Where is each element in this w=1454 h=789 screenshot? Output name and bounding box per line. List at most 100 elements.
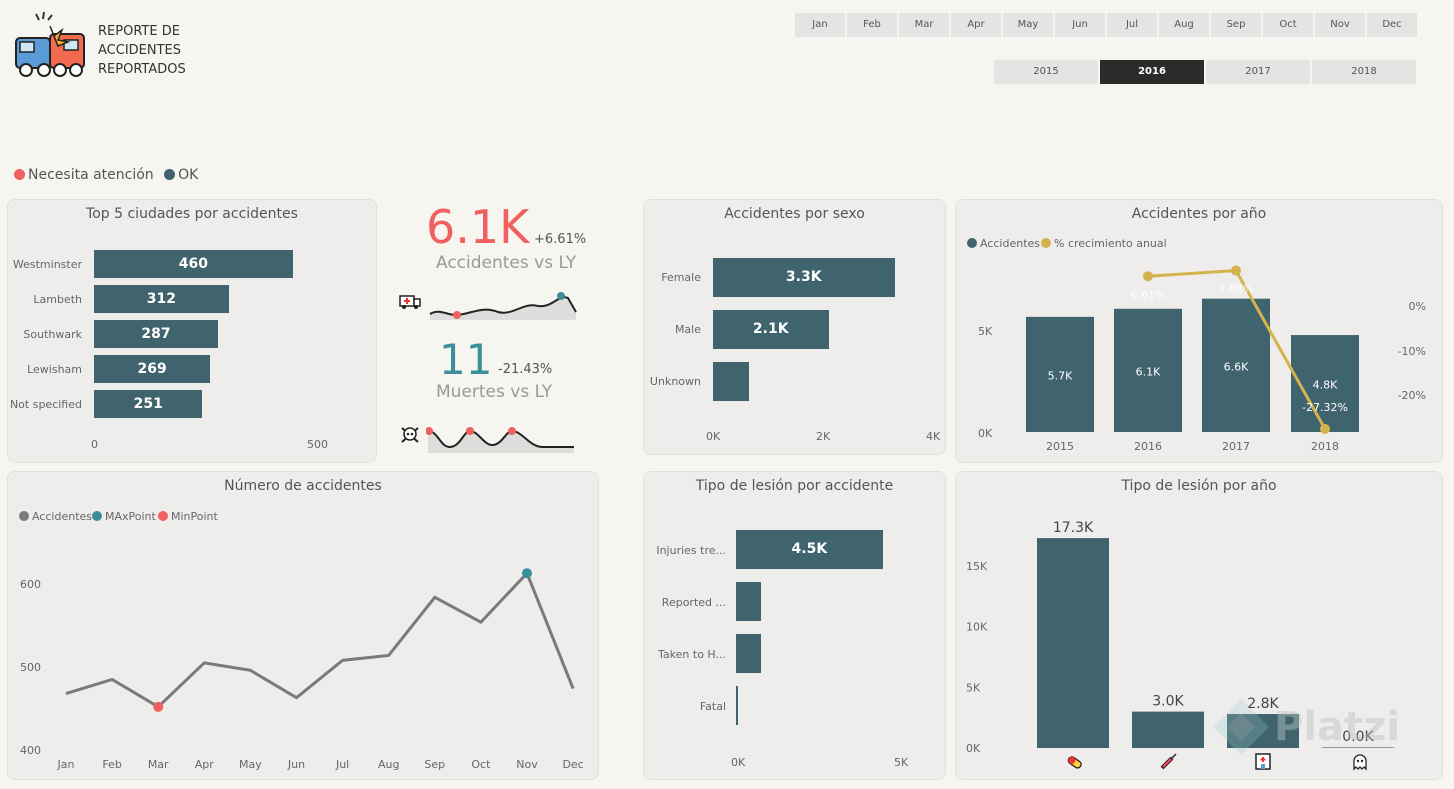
month-button-mar[interactable]: Mar (899, 13, 949, 37)
sex-bar[interactable] (713, 362, 749, 401)
city-bar[interactable] (94, 250, 293, 278)
city-label: Not specified (9, 398, 82, 411)
year-bar[interactable] (1114, 308, 1182, 432)
city-bar-value: 269 (137, 361, 167, 377)
injury-year-bar[interactable] (1322, 747, 1394, 748)
city-bar[interactable] (94, 285, 229, 313)
growth-point[interactable] (1231, 265, 1241, 276)
year-bar[interactable] (1202, 298, 1270, 432)
month-button-sep[interactable]: Sep (1211, 13, 1261, 37)
injury-type-panel[interactable]: Tipo de lesión por accidente Injuries tr… (643, 471, 946, 780)
pill-icon (1066, 753, 1084, 775)
ambulance-icon (399, 293, 421, 313)
month-button-aug[interactable]: Aug (1159, 13, 1209, 37)
axis-tick: 500 (307, 438, 328, 451)
city-bar[interactable] (94, 320, 218, 348)
y-axis-tick: 400 (20, 744, 41, 757)
month-button-may[interactable]: May (1003, 13, 1053, 37)
ok-dot (164, 169, 176, 180)
growth-point[interactable] (1320, 423, 1330, 434)
growth-label: 6.61% (1131, 288, 1166, 301)
growth-label: -27.32% (1302, 401, 1348, 414)
ghost-icon (1351, 753, 1369, 775)
top5-cities-panel[interactable]: Top 5 ciudades por accidentes Westminste… (7, 199, 377, 463)
status-legend: Necesita atención OK (14, 167, 198, 183)
syringe-icon (1159, 753, 1177, 775)
injury-year-title: Tipo de lesión por año (1121, 478, 1277, 494)
injury-year-bar-value: 0.0K (1342, 729, 1374, 745)
growth-point[interactable] (1143, 271, 1153, 282)
injury-bar[interactable] (736, 582, 762, 621)
injury-type-year-panel[interactable]: Tipo de lesión por año 15K 10K 5K 0K 17.3K 3.… (955, 471, 1443, 780)
sex-bar[interactable] (713, 258, 895, 297)
kpi-deaths-card[interactable]: 11 -21.43% Muertes vs LY (390, 335, 630, 455)
x-axis-tick: 2015 (1046, 440, 1074, 453)
city-bar-value: 460 (178, 256, 208, 272)
y-axis-tick: 10K (966, 621, 988, 634)
max-point[interactable] (522, 568, 532, 579)
year-bar[interactable] (1026, 316, 1094, 432)
y2-axis-tick: -20% (1398, 389, 1426, 402)
y-axis-tick: 500 (20, 661, 41, 674)
kpi-accidents-card[interactable]: 6.1K +6.61% Accidentes vs LY (390, 200, 630, 320)
attention-label: Necesita atención (28, 167, 154, 183)
kpi-accidents-value: 6.1K (426, 200, 530, 254)
year-button-2017[interactable]: 2017 (1206, 60, 1310, 84)
injury-year-bar-value: 2.8K (1247, 696, 1279, 712)
legend-minpoint: MinPoint (158, 510, 218, 523)
accidents-sparkline (429, 292, 577, 320)
month-button-apr[interactable]: Apr (951, 13, 1001, 37)
report-title-line: REPORTE DE (98, 24, 180, 39)
sex-label: Unknown (649, 375, 701, 388)
legend-accidents: Accidentes (967, 237, 1040, 250)
accidents-by-year-panel[interactable]: Accidentes por año Accidentes % crecimie… (955, 199, 1443, 463)
year-bar-value: 5.7K (1048, 369, 1073, 382)
city-bar-value: 251 (133, 396, 163, 412)
x-axis-tick: Sep (424, 758, 445, 771)
min-point[interactable] (153, 701, 164, 712)
city-bar[interactable] (94, 355, 211, 383)
year-button-2015[interactable]: 2015 (994, 60, 1098, 84)
y2-axis-tick: -10% (1398, 345, 1426, 358)
injury-label: Fatal (699, 700, 726, 713)
accidents-line[interactable] (65, 570, 575, 709)
monthly-accidents-panel[interactable]: Número de accidentes Accidentes MAxPoint… (7, 471, 599, 780)
year-chart-title: Accidentes por año (1131, 206, 1267, 222)
injury-bar[interactable] (736, 686, 738, 725)
year-bar-value: 6.1K (1136, 365, 1161, 378)
month-button-jul[interactable]: Jul (1107, 13, 1157, 37)
injury-bar[interactable] (736, 530, 883, 569)
accidents-by-sex-panel[interactable]: Accidentes por sexo Female 3.3K Male 2.1K Un… (643, 199, 946, 455)
year-bar[interactable] (1291, 335, 1359, 432)
city-label: Southwark (23, 328, 82, 341)
report-title-line: REPORTADOS (98, 62, 186, 77)
injury-label: Reported ... (661, 596, 726, 609)
legend-maxpoint: MAxPoint (92, 510, 156, 523)
month-button-oct[interactable]: Oct (1263, 13, 1313, 37)
year-button-2016[interactable]: 2016 (1100, 60, 1204, 84)
injury-bar[interactable] (736, 634, 762, 673)
city-bar[interactable] (94, 390, 203, 418)
injury-year-bar[interactable] (1132, 711, 1204, 748)
crash-logo-icon (14, 11, 86, 82)
year-button-2018[interactable]: 2018 (1312, 60, 1416, 84)
city-label: Westminster (12, 258, 82, 271)
attention-dot (14, 169, 25, 180)
month-button-feb[interactable]: Feb (847, 13, 897, 37)
y2-axis-tick: 0% (1409, 300, 1426, 313)
sparkline-max-point (508, 427, 516, 435)
injury-year-bar[interactable] (1227, 714, 1299, 748)
sex-bar[interactable] (713, 310, 829, 349)
y-axis-tick: 0K (966, 742, 981, 755)
sex-title: Accidentes por sexo (724, 206, 865, 222)
month-button-dec[interactable]: Dec (1367, 13, 1417, 37)
axis-tick: 0K (706, 430, 721, 443)
month-button-nov[interactable]: Nov (1315, 13, 1365, 37)
axis-tick: 2K (816, 430, 831, 443)
injury-year-bar[interactable] (1037, 538, 1109, 748)
sparkline-min-point (453, 311, 461, 319)
top5-title: Top 5 ciudades por accidentes (86, 206, 298, 222)
month-button-jun[interactable]: Jun (1055, 13, 1105, 37)
month-button-jan[interactable]: Jan (795, 13, 845, 37)
city-label: Lewisham (27, 363, 82, 376)
